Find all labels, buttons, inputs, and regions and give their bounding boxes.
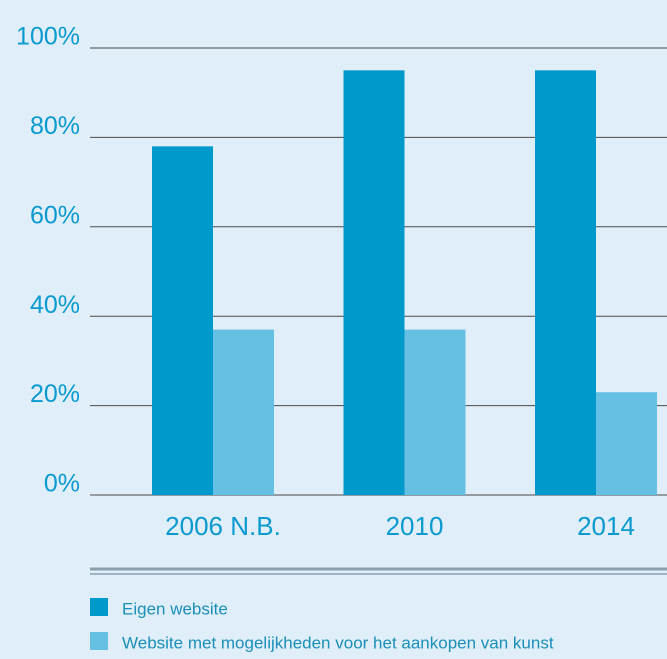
- bar: [596, 392, 657, 495]
- legend-label: Website met mogelijkheden voor het aanko…: [122, 633, 554, 652]
- legend-swatch: [90, 632, 108, 650]
- y-tick-label: 0%: [44, 470, 80, 498]
- bar: [535, 70, 596, 495]
- bar: [404, 329, 466, 495]
- bar: [152, 146, 213, 495]
- y-tick-label: 20%: [30, 380, 80, 408]
- x-tick-label: 2006 N.B.: [165, 511, 281, 541]
- y-tick-label: 80%: [30, 112, 80, 140]
- x-tick-label: 2014: [577, 511, 635, 541]
- legend-label: Eigen website: [122, 599, 228, 618]
- bar: [343, 70, 405, 495]
- y-tick-label: 60%: [30, 201, 80, 229]
- bar: [213, 329, 274, 495]
- legend-swatch: [90, 598, 108, 616]
- y-tick-label: 100%: [16, 23, 80, 51]
- y-tick-label: 40%: [30, 291, 80, 319]
- x-tick-label: 2010: [386, 511, 444, 541]
